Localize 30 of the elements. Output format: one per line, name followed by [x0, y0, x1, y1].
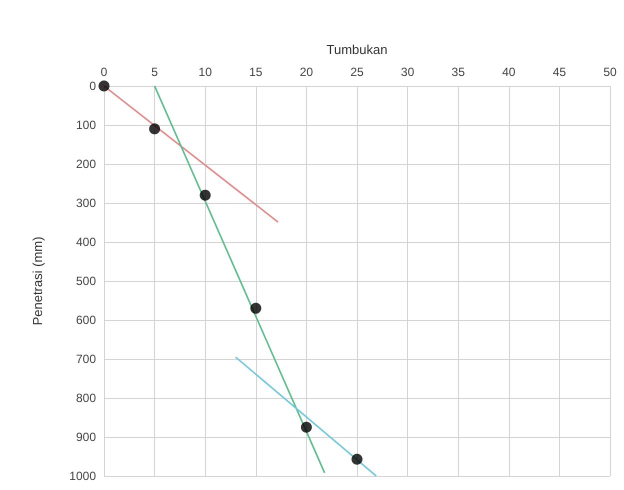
x-tick-label: 30 [400, 65, 415, 79]
point [200, 190, 211, 201]
point [250, 302, 262, 314]
x-tick-label: 20 [300, 65, 314, 79]
y-tick-label: 800 [76, 391, 96, 405]
y-tick-label: 500 [76, 274, 96, 288]
x-tick-label: 40 [502, 65, 516, 79]
x-tick-label: 45 [552, 65, 566, 79]
y-tick-label: 200 [76, 157, 96, 171]
x-tick-label: 0 [100, 65, 108, 79]
x-tick-label: 5 [151, 65, 158, 79]
x-tick-label: 50 [603, 65, 617, 79]
y-axis-title: Penetrasi (mm) [30, 236, 45, 326]
y-tick-label: 700 [76, 352, 96, 366]
y-tick-label: 300 [76, 196, 96, 210]
x-tick-label: 35 [452, 65, 466, 79]
y-tick-label: 400 [76, 235, 96, 249]
y-tick-label: 600 [76, 313, 96, 327]
x-tick-label: 15 [249, 65, 263, 79]
y-tick-label: 1000 [69, 469, 96, 483]
y-tick-label: 0 [89, 79, 96, 93]
x-axis-title: Tumbukan [326, 42, 388, 57]
y-tick-label: 900 [76, 430, 96, 444]
x-tick-label: 10 [198, 65, 212, 79]
x-tick-label: 25 [350, 65, 364, 79]
y-tick-label: 100 [76, 118, 96, 132]
point [352, 454, 362, 465]
point [98, 80, 110, 92]
point [149, 123, 160, 134]
point [300, 422, 312, 433]
